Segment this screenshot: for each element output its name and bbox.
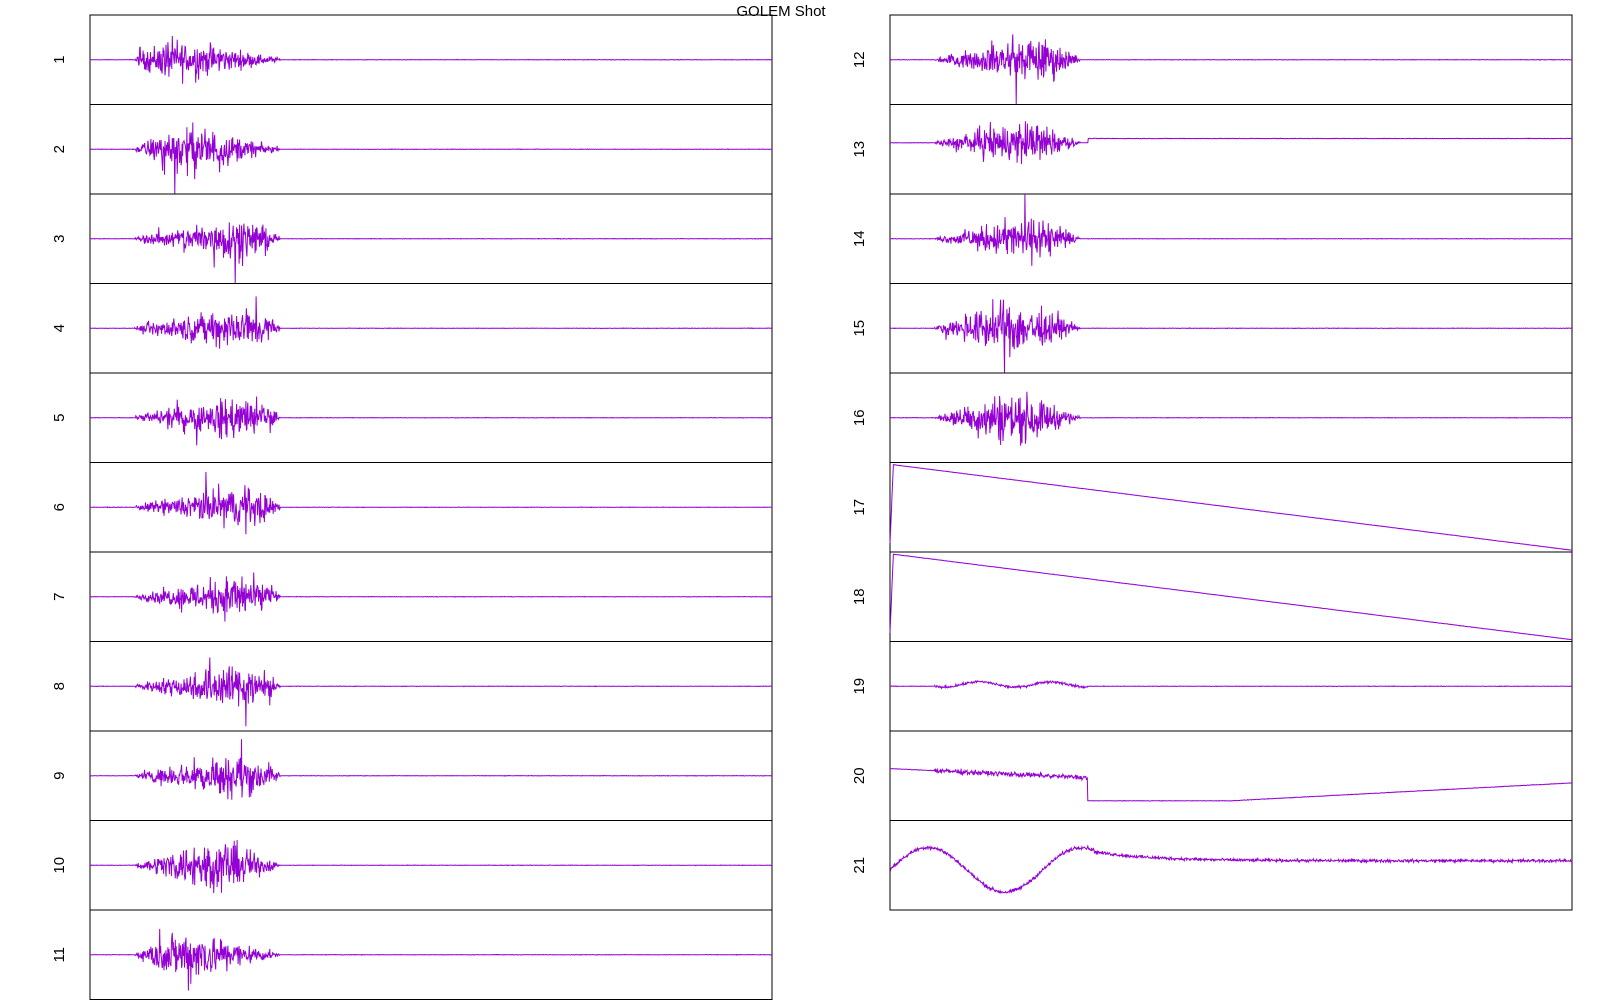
trace-line [889, 299, 1572, 374]
panel-13: 13 [851, 104, 1573, 195]
trace-line [89, 471, 773, 535]
panel-19: 19 [851, 641, 1573, 732]
panel-1: 1 [51, 14, 773, 105]
trace-line [889, 679, 1573, 690]
trace-line [889, 391, 1573, 446]
panel-label: 14 [851, 230, 868, 247]
trace-line [89, 35, 773, 84]
panel-label: 21 [851, 857, 868, 874]
panel-label: 5 [51, 414, 68, 422]
panel-2: 2 [51, 104, 773, 195]
panel-frame [889, 730, 1573, 821]
panel-label: 11 [51, 947, 68, 963]
panel-20: 20 [851, 730, 1573, 821]
panel-label: 20 [851, 767, 868, 784]
panel-label: 7 [51, 593, 68, 601]
panel-label: 1 [51, 56, 68, 64]
panel-label: 9 [51, 772, 68, 780]
trace-line [89, 296, 773, 349]
panel-label: 3 [51, 235, 68, 243]
panel-label: 12 [851, 51, 868, 68]
panel-label: 10 [51, 857, 68, 874]
trace-line [90, 122, 773, 195]
trace-line [89, 928, 773, 991]
trace-line [889, 553, 1572, 641]
panel-frame [889, 820, 1573, 911]
trace-line [90, 222, 773, 284]
trace-line [889, 844, 1573, 895]
panel-label: 6 [51, 503, 68, 511]
panel-label: 13 [851, 141, 868, 158]
panel-label: 18 [851, 588, 868, 605]
panel-21: 21 [851, 820, 1573, 911]
panel-14: 14 [851, 193, 1573, 284]
trace-line [889, 767, 1572, 802]
panel-16: 16 [851, 372, 1573, 463]
panel-9: 9 [51, 730, 773, 821]
panel-12: 12 [851, 14, 1573, 105]
panel-label: 19 [851, 678, 868, 695]
panel-11: 11 [51, 909, 773, 1000]
panel-15: 15 [851, 283, 1573, 374]
panel-label: 16 [851, 409, 868, 426]
trace-line [89, 572, 773, 622]
panel-label: 4 [51, 324, 68, 332]
panel-label: 15 [851, 320, 868, 337]
panel-label: 8 [51, 682, 68, 690]
trace-line [89, 739, 773, 800]
panel-10: 10 [51, 820, 773, 911]
trace-line [90, 657, 773, 727]
trace-line [90, 396, 773, 446]
trace-line [889, 34, 1573, 105]
panel-7: 7 [51, 551, 773, 642]
panel-17: 17 [851, 462, 1573, 553]
trace-line [89, 839, 773, 894]
panel-8: 8 [51, 641, 773, 732]
chart-title: GOLEM Shot [736, 3, 826, 20]
trace-line [889, 464, 1573, 551]
panel-4: 4 [51, 283, 773, 374]
panel-3: 3 [51, 193, 773, 284]
trace-line [889, 121, 1572, 164]
panel-label: 2 [51, 145, 68, 153]
panel-5: 5 [51, 372, 773, 463]
panel-6: 6 [51, 462, 773, 553]
panel-18: 18 [851, 551, 1573, 642]
panel-label: 17 [851, 499, 868, 516]
trace-line [890, 193, 1573, 266]
